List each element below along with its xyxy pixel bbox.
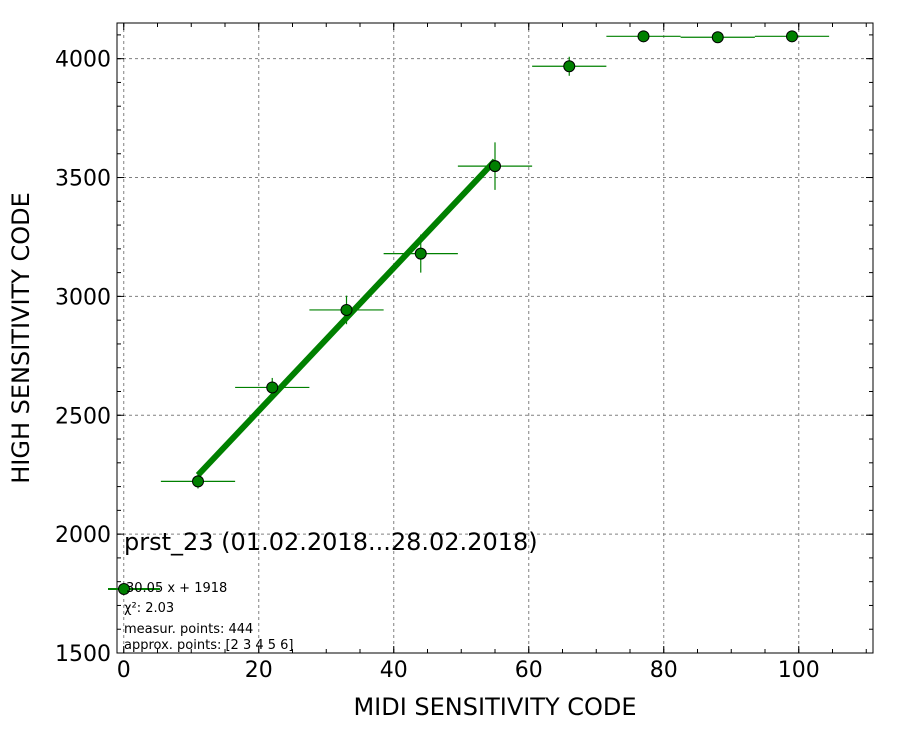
y-tick-label: 4000	[55, 48, 111, 73]
x-tick-label: 60	[515, 658, 543, 683]
legend-marker	[108, 583, 160, 595]
x-tick-label: 40	[380, 658, 408, 683]
y-tick-label: 2500	[55, 404, 111, 429]
y-tick-label: 3000	[55, 285, 111, 310]
minor-ticks	[117, 23, 873, 654]
data-point	[711, 31, 724, 44]
plot-frame	[116, 22, 874, 654]
x-tick-labels: 0 20 40 60 80 100	[117, 658, 820, 683]
annotation-chi2: χ²: 2.03	[124, 601, 174, 616]
y-axis-label: HIGH SENSITIVITY CODE	[7, 192, 35, 484]
x-tick-label: 80	[650, 658, 678, 683]
annotation-measur-points: measur. points: 444	[124, 622, 253, 637]
x-axis-label: MIDI SENSITIVITY CODE	[353, 693, 636, 721]
data-point	[489, 160, 501, 173]
y-tick-label: 3500	[55, 167, 111, 192]
data-point	[637, 30, 650, 43]
data-point	[192, 475, 204, 488]
x-tick-label: 0	[117, 658, 131, 683]
error-bars	[160, 35, 830, 489]
major-ticks	[117, 23, 873, 654]
y-tick-labels: 1500 2000 2500 3000 3500 4000	[55, 48, 111, 667]
data-point	[266, 381, 279, 394]
y-tick-label: 1500	[55, 642, 111, 667]
annotation-title: prst_23 (01.02.2018...28.02.2018)	[124, 528, 538, 556]
data-point	[340, 303, 353, 316]
x-tick-label: 100	[778, 658, 820, 683]
annotation-approx-points: approx. points: [2 3 4 5 6]	[124, 638, 294, 653]
data-point	[414, 247, 427, 260]
x-tick-label: 20	[245, 658, 273, 683]
legend-dot	[118, 583, 130, 595]
data-point	[563, 60, 576, 73]
grid	[117, 23, 873, 654]
y-tick-label: 2000	[55, 523, 111, 548]
data-points	[192, 30, 798, 488]
data-point	[786, 30, 798, 43]
annotation-fit-equation: 30.05 x + 1918	[126, 581, 227, 596]
